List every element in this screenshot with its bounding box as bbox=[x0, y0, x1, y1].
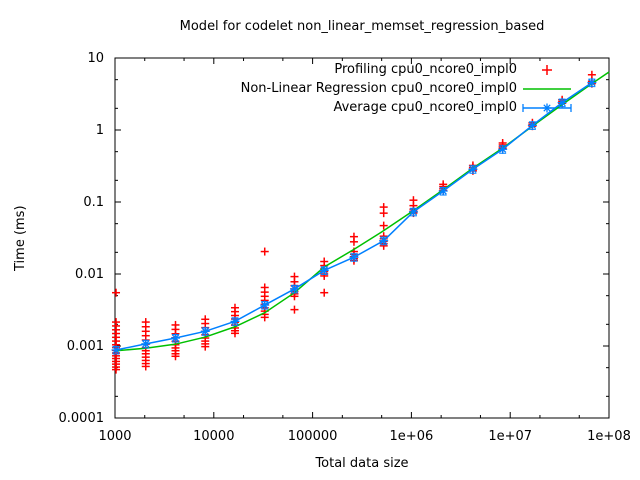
y-tick-label: 10 bbox=[87, 51, 104, 66]
legend-sample-regression-line-icon bbox=[523, 88, 571, 90]
x-tick-label: 100000 bbox=[288, 429, 338, 444]
legend-label-regression: Non-Linear Regression cpu0_ncore0_impl0 bbox=[240, 81, 517, 96]
x-axis-label: Total data size bbox=[315, 456, 409, 471]
regression-line bbox=[114, 71, 610, 352]
average-marker bbox=[261, 301, 269, 309]
average-marker bbox=[171, 334, 180, 342]
x-tick-label: 1e+07 bbox=[488, 429, 532, 444]
average-marker bbox=[558, 98, 566, 107]
average-marker bbox=[588, 78, 596, 87]
y-tick-label: 0.01 bbox=[75, 267, 104, 282]
average-marker bbox=[499, 145, 507, 153]
x-tick-label: 10000 bbox=[193, 429, 234, 444]
y-tick-label: 1 bbox=[96, 123, 104, 138]
average-marker bbox=[380, 237, 388, 245]
average-marker bbox=[350, 253, 358, 261]
chart-title: Model for codelet non_linear_memset_regr… bbox=[179, 19, 545, 34]
average-marker bbox=[112, 346, 120, 354]
x-tick-label: 1000 bbox=[98, 429, 131, 444]
average-marker bbox=[469, 165, 477, 173]
y-tick-label: 0.0001 bbox=[59, 411, 105, 426]
average-marker bbox=[142, 340, 150, 348]
y-tick-label: 0.001 bbox=[67, 339, 104, 354]
average-marker bbox=[231, 317, 239, 326]
x-tick-label: 1e+08 bbox=[587, 429, 631, 444]
average-marker bbox=[320, 266, 328, 275]
average-marker bbox=[439, 187, 447, 195]
x-tick-label: 1e+06 bbox=[390, 429, 434, 444]
legend-sample-average-errorbar-icon bbox=[522, 103, 572, 113]
average-marker bbox=[290, 285, 299, 293]
y-tick-label: 0.1 bbox=[83, 195, 104, 210]
average-marker bbox=[201, 327, 209, 335]
average-marker bbox=[409, 208, 418, 216]
legend-sample-profiling-plus-icon bbox=[542, 65, 552, 75]
legend-label-average: Average cpu0_ncore0_impl0 bbox=[333, 100, 517, 115]
legend-label-profiling: Profiling cpu0_ncore0_impl0 bbox=[334, 62, 517, 77]
average-marker bbox=[528, 121, 537, 130]
plot-border bbox=[114, 57, 610, 419]
average-line bbox=[115, 82, 593, 351]
